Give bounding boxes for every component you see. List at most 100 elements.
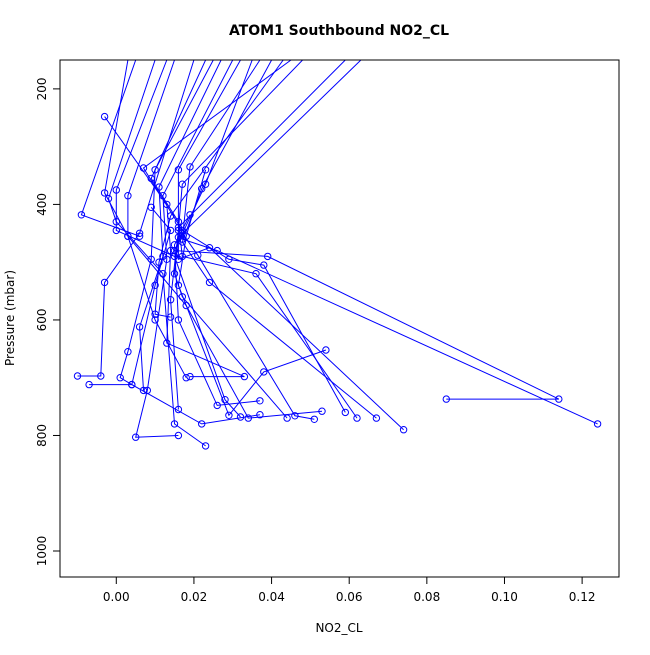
data-point bbox=[100, 278, 109, 287]
data-point bbox=[100, 112, 109, 121]
data-point bbox=[240, 372, 249, 381]
series-5 bbox=[124, 60, 326, 422]
data-point bbox=[186, 163, 194, 171]
data-point bbox=[139, 386, 148, 395]
data-point bbox=[128, 380, 136, 389]
y-tick-label: 1000 bbox=[35, 536, 49, 567]
data-point bbox=[151, 310, 159, 318]
data-point bbox=[244, 414, 253, 422]
series-1 bbox=[77, 60, 144, 240]
data-point bbox=[147, 255, 155, 263]
data-point bbox=[135, 323, 144, 331]
series-line bbox=[170, 60, 303, 410]
data-point bbox=[372, 414, 381, 422]
data-point bbox=[104, 194, 113, 203]
data-point bbox=[178, 293, 187, 301]
x-tick-label: 0.02 bbox=[181, 590, 208, 604]
data-point bbox=[182, 374, 190, 382]
data-point bbox=[112, 186, 121, 194]
data-point bbox=[264, 252, 272, 261]
data-point bbox=[318, 407, 326, 415]
series-12 bbox=[170, 60, 563, 403]
data-point bbox=[310, 415, 318, 423]
series-23 bbox=[151, 60, 284, 321]
data-point bbox=[170, 270, 179, 278]
y-axis: 200 400 600 800 1000 bbox=[35, 77, 61, 567]
data-point bbox=[322, 346, 330, 354]
series-22 bbox=[166, 60, 303, 414]
y-tick-label: 600 bbox=[35, 308, 49, 331]
data-point bbox=[283, 414, 291, 422]
plot-frame bbox=[59, 59, 620, 578]
data-point bbox=[174, 226, 183, 235]
axes: 0.00 0.02 0.04 0.06 0.08 0.10 0.12 200 400 600 800… bbox=[35, 59, 620, 604]
data-point bbox=[174, 431, 183, 440]
x-tick-label: 0.00 bbox=[103, 590, 130, 604]
series-line bbox=[127, 60, 323, 419]
data-point bbox=[147, 203, 155, 212]
series-line bbox=[89, 60, 214, 386]
data-point bbox=[221, 396, 229, 404]
series-line bbox=[80, 60, 140, 237]
data-point bbox=[73, 372, 82, 380]
data-point bbox=[260, 368, 268, 376]
data-point bbox=[260, 261, 268, 269]
series-line bbox=[177, 169, 327, 417]
data-point bbox=[166, 212, 175, 220]
data-point bbox=[201, 442, 210, 450]
series-line bbox=[173, 60, 362, 419]
series-3 bbox=[104, 60, 210, 450]
data-point bbox=[151, 281, 159, 289]
data-point bbox=[151, 166, 159, 174]
data-point bbox=[166, 246, 175, 255]
x-tick-label: 0.08 bbox=[413, 590, 440, 604]
series-line bbox=[177, 60, 346, 420]
data-point bbox=[353, 414, 361, 422]
series-6 bbox=[73, 60, 195, 380]
x-tick-label: 0.10 bbox=[491, 590, 518, 604]
data-point bbox=[205, 244, 214, 252]
data-point bbox=[252, 270, 260, 278]
series-line bbox=[173, 214, 260, 406]
data-point bbox=[555, 395, 563, 403]
data-point bbox=[132, 433, 140, 441]
data-point bbox=[174, 316, 183, 324]
data-point bbox=[166, 296, 175, 304]
data-point bbox=[198, 185, 206, 193]
series-line bbox=[135, 60, 234, 438]
series-line bbox=[181, 60, 377, 419]
x-axis: 0.00 0.02 0.04 0.06 0.08 0.10 0.12 bbox=[103, 576, 595, 604]
data-point bbox=[112, 226, 121, 235]
data-point bbox=[85, 380, 93, 389]
y-tick-label: 800 bbox=[35, 424, 49, 447]
data-point bbox=[97, 372, 105, 380]
data-point bbox=[291, 412, 299, 420]
data-point bbox=[256, 397, 264, 405]
series-line bbox=[173, 60, 560, 400]
data-point bbox=[174, 166, 183, 174]
data-point bbox=[77, 211, 86, 219]
data-point bbox=[194, 251, 202, 259]
data-point bbox=[163, 200, 171, 209]
data-point bbox=[155, 258, 163, 266]
y-tick-label: 400 bbox=[35, 193, 49, 216]
data-point bbox=[174, 281, 183, 289]
data-point bbox=[213, 401, 221, 410]
y-axis-label: Pressure (mbar) bbox=[3, 270, 17, 366]
data-point bbox=[186, 372, 194, 381]
data-point bbox=[205, 278, 214, 287]
series-13 bbox=[178, 60, 602, 428]
x-tick-label: 0.04 bbox=[258, 590, 285, 604]
data-point bbox=[178, 180, 187, 188]
series-line bbox=[115, 60, 241, 418]
series-line bbox=[177, 60, 404, 431]
series-11 bbox=[174, 60, 408, 434]
data-point bbox=[198, 420, 206, 428]
data-point bbox=[201, 166, 210, 174]
data-point bbox=[442, 395, 450, 403]
data-point bbox=[593, 420, 602, 428]
data-point bbox=[399, 426, 408, 434]
series-20 bbox=[174, 60, 346, 423]
